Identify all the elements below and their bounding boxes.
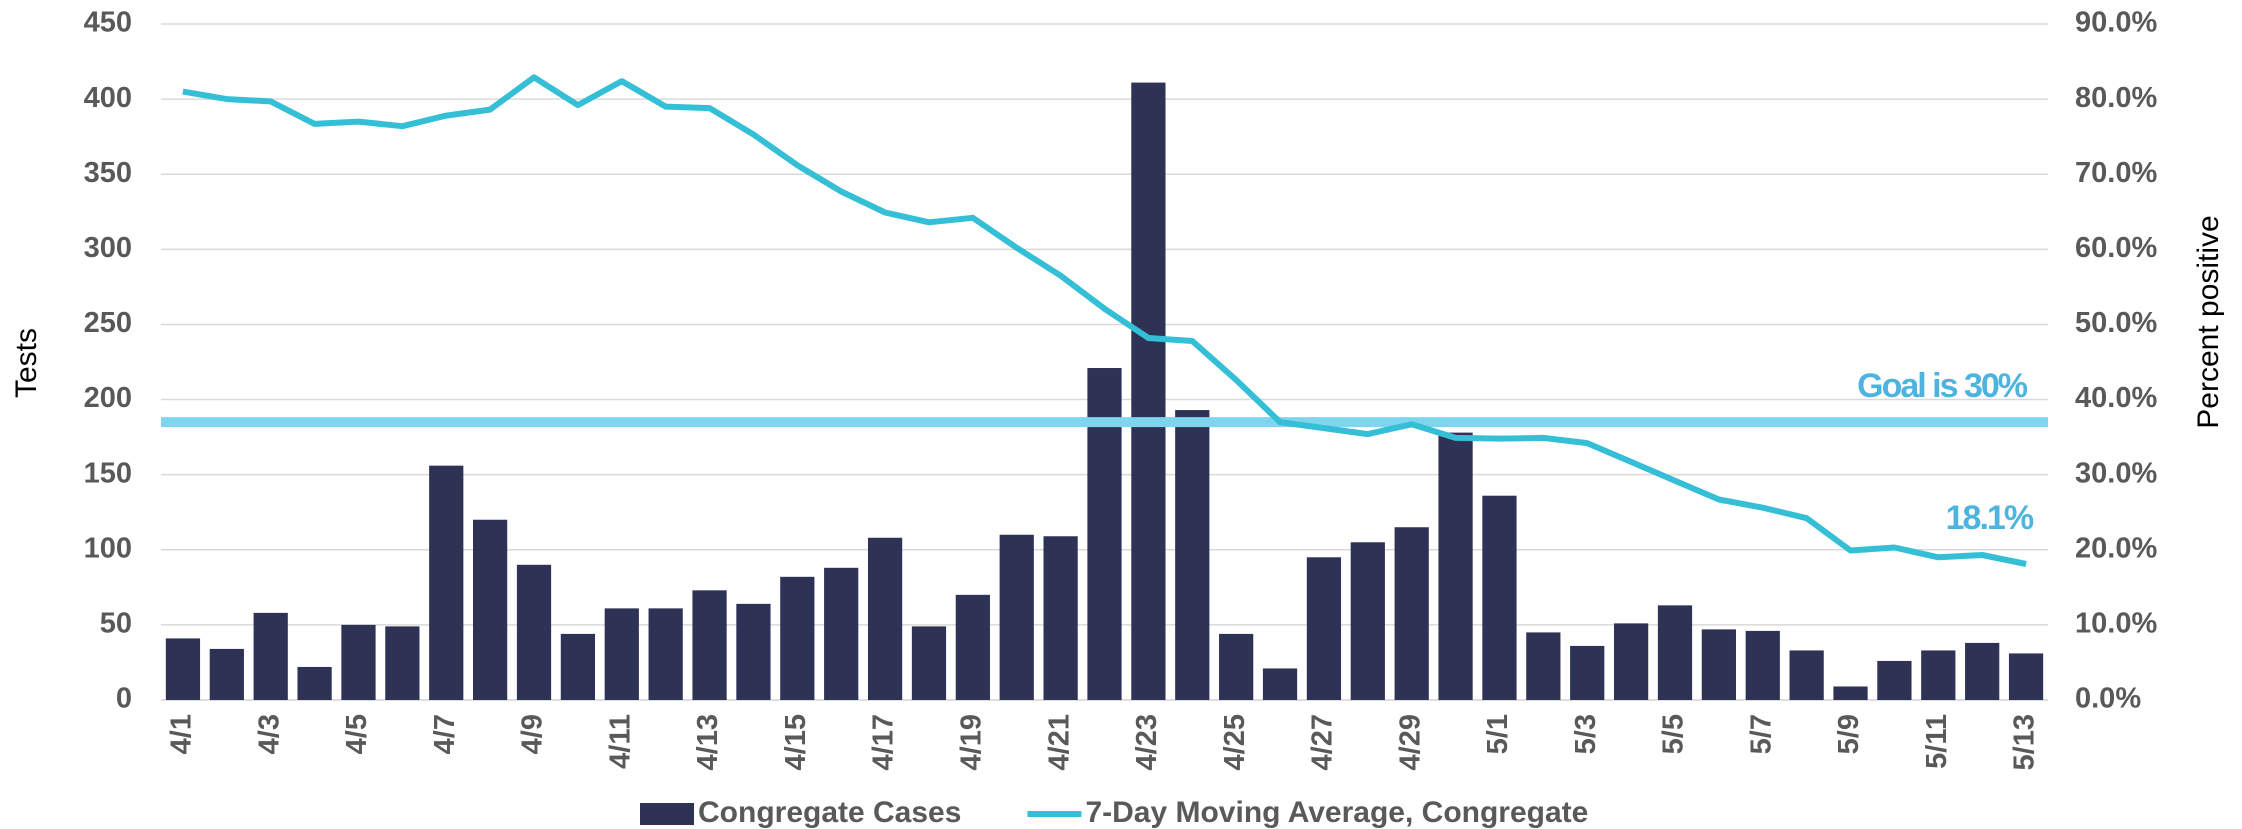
bar: [1613, 623, 1649, 700]
bar: [473, 519, 508, 700]
y-axis-title: Tests: [10, 328, 43, 398]
y-tick-label: 0: [116, 683, 132, 715]
x-tick-label: 5/3: [1570, 714, 1602, 754]
x-tick-label: 5/11: [1921, 714, 1953, 769]
y-tick-label: 300: [84, 232, 132, 264]
y2-tick-label: 60.0%: [2075, 232, 2157, 264]
y2-tick-label: 50.0%: [2075, 307, 2157, 339]
y-tick-label: 200: [84, 382, 132, 414]
x-tick-label: 5/9: [1833, 714, 1865, 754]
bar: [297, 666, 332, 700]
bar: [867, 537, 903, 700]
bar: [1438, 432, 1473, 700]
legend-label: 7-Day Moving Average, Congregate: [1085, 796, 1588, 829]
x-tick-label: 5/13: [2009, 714, 2041, 770]
bar: [1833, 686, 1868, 700]
x-tick-label: 4/23: [1131, 714, 1163, 770]
bar: [1745, 630, 1780, 700]
x-tick-label: 4/27: [1307, 714, 1339, 770]
x-tick-label: 4/29: [1394, 714, 1426, 770]
bar: [955, 594, 990, 700]
y2-tick-label: 90.0%: [2075, 7, 2157, 39]
bar: [1175, 410, 1210, 700]
bar: [780, 576, 815, 700]
y-tick-label: 100: [84, 532, 132, 564]
legend-swatch: [640, 803, 694, 825]
x-tick-label: 5/7: [1745, 714, 1777, 754]
bar: [385, 626, 420, 700]
bar: [1921, 650, 1956, 700]
bar: [1657, 605, 1693, 700]
bar: [1526, 632, 1561, 700]
y-tick-label: 350: [84, 157, 132, 189]
y2-tick-label: 70.0%: [2075, 157, 2157, 189]
x-tick-label: 5/1: [1482, 714, 1514, 754]
bar: [1262, 668, 1298, 700]
bar: [1306, 557, 1342, 700]
bar: [165, 638, 201, 700]
x-tick-label: 4/5: [341, 714, 373, 754]
legend-label: Congregate Cases: [698, 796, 961, 829]
bar: [1789, 650, 1824, 700]
bar: [1701, 629, 1736, 700]
x-tick-label: 4/21: [1043, 714, 1075, 770]
bar: [209, 648, 244, 700]
line: [182, 74, 2027, 567]
value-label: 18.1%: [1946, 499, 2034, 537]
bar: [516, 564, 552, 700]
x-tick-label: 4/13: [692, 714, 724, 770]
bar: [429, 465, 464, 700]
bar: [1043, 536, 1078, 700]
bar: [604, 608, 639, 700]
y-tick-label: 250: [84, 307, 132, 339]
x-tick-label: 4/19: [956, 714, 988, 770]
x-tick-label: 5/5: [1658, 714, 1690, 754]
bar: [1482, 495, 1517, 700]
x-tick-label: 4/1: [166, 714, 198, 754]
y-tick-label: 400: [84, 82, 132, 114]
goal-label: Goal is 30%: [1857, 367, 2028, 405]
y-tick-label: 50: [100, 608, 132, 640]
bar: [999, 534, 1034, 700]
x-tick-label: 4/15: [780, 714, 812, 770]
bar: [253, 612, 288, 700]
x-tick-label: 4/9: [517, 714, 549, 754]
bar: [1394, 527, 1429, 700]
x-tick-label: 4/11: [604, 714, 636, 769]
y2-axis-title: Percent positive: [2192, 215, 2225, 428]
y-tick-label: 150: [84, 457, 132, 489]
bar: [648, 608, 683, 700]
bar: [1219, 633, 1254, 700]
y-tick-label: 450: [84, 7, 132, 39]
x-tick-label: 4/25: [1219, 714, 1251, 770]
bar: [2008, 653, 2044, 700]
bar: [341, 624, 376, 700]
y2-tick-label: 40.0%: [2075, 382, 2157, 414]
bar: [1350, 542, 1385, 700]
bar: [692, 590, 727, 700]
bar: [1965, 642, 2000, 700]
x-tick-label: 4/17: [868, 714, 900, 770]
bar: [1877, 660, 1912, 700]
y2-tick-label: 20.0%: [2075, 532, 2157, 564]
x-tick-label: 4/7: [429, 714, 461, 754]
y2-tick-label: 30.0%: [2075, 457, 2157, 489]
bar: [1570, 645, 1605, 700]
y2-tick-label: 80.0%: [2075, 82, 2157, 114]
bar: [824, 567, 859, 700]
x-tick-label: 4/3: [253, 714, 285, 754]
bar: [736, 603, 771, 700]
y2-tick-label: 10.0%: [2075, 608, 2157, 640]
bar: [911, 626, 947, 700]
bar: [1131, 82, 1166, 700]
bar: [560, 633, 596, 700]
y2-tick-label: 0.0%: [2075, 683, 2141, 715]
